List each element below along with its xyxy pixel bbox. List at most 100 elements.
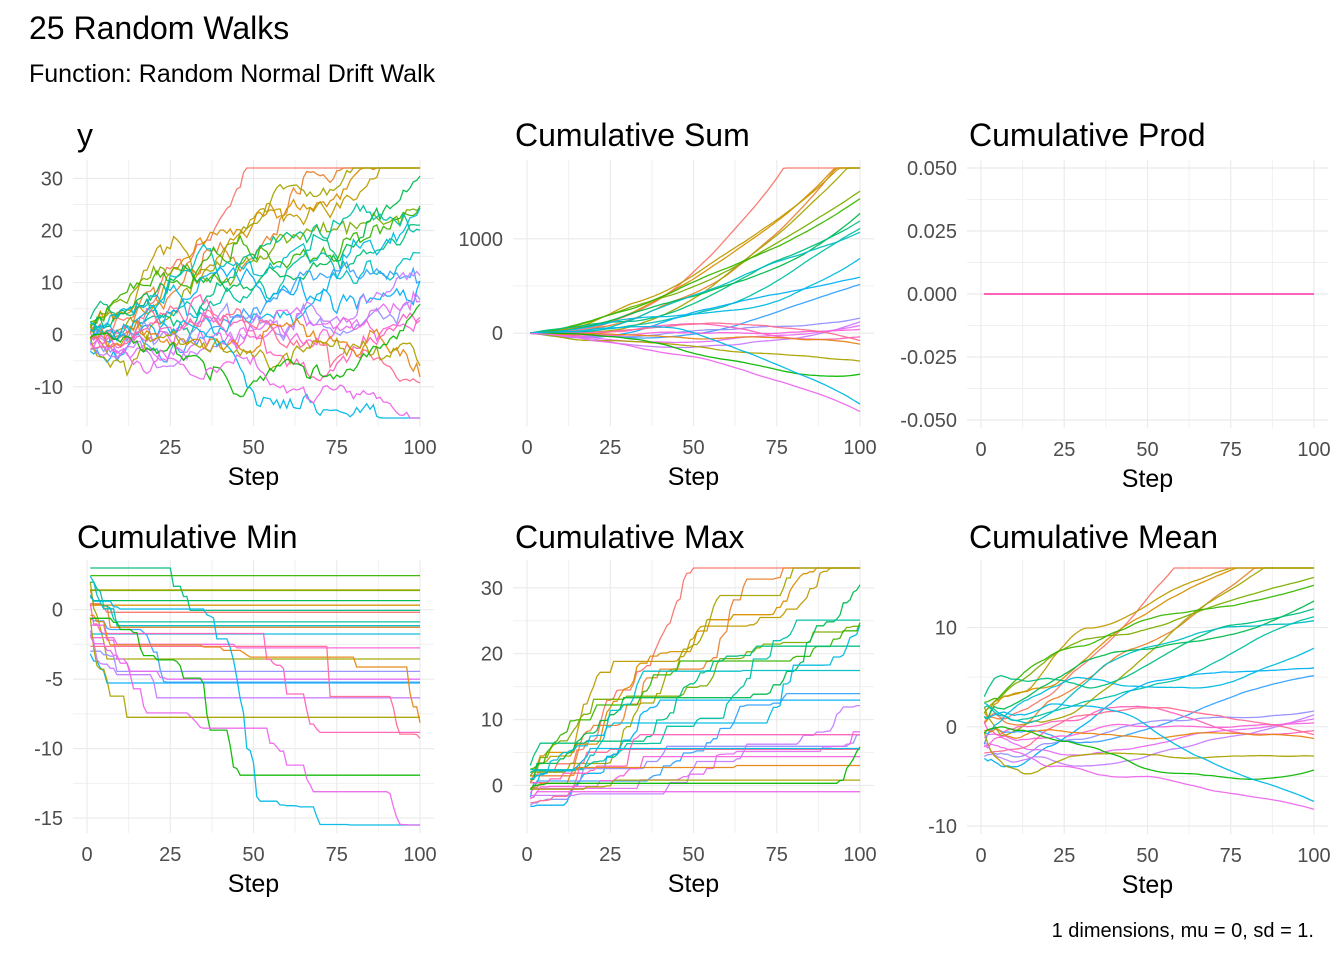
series-line-11 — [530, 231, 861, 334]
series-line-8 — [530, 213, 861, 334]
x-tick-label: 0 — [975, 439, 986, 461]
series-line-11 — [983, 620, 1315, 724]
x-tick-label: 25 — [159, 844, 181, 866]
panel-title: Cumulative Min — [77, 519, 298, 555]
series-group — [89, 167, 421, 419]
panel-title: y — [77, 117, 93, 153]
series-line-2 — [89, 589, 420, 628]
series-line-3 — [983, 567, 1314, 725]
x-tick-label: 25 — [1053, 439, 1075, 461]
series-line-25 — [983, 743, 1315, 810]
x-axis-label: Step — [668, 463, 719, 491]
series-line-1 — [90, 603, 420, 613]
x-tick-label: 75 — [1220, 845, 1242, 867]
y-tick-labels: -10 0 10 — [928, 618, 957, 838]
series-line-25 — [530, 332, 861, 413]
series-line-6 — [529, 625, 860, 777]
series-line-13 — [89, 653, 420, 684]
series-line-8 — [89, 596, 420, 602]
series-group — [983, 567, 1315, 810]
series-line-20 — [530, 748, 860, 804]
series-line-22 — [89, 617, 420, 718]
y-tick-labels: -15 -10 -5 0 — [34, 600, 63, 830]
x-tick-label: 0 — [521, 437, 532, 459]
x-tick-label: 100 — [403, 437, 436, 459]
y-tick-label: 0.025 — [907, 221, 957, 243]
x-axis-label: Step — [228, 870, 279, 898]
x-axis-label: Step — [668, 870, 719, 898]
series-line-22 — [530, 779, 860, 790]
series-line-7 — [984, 584, 1315, 704]
series-line-10 — [90, 581, 420, 623]
x-tick-label: 75 — [1220, 439, 1242, 461]
series-line-3 — [529, 567, 860, 784]
series-line-25 — [530, 791, 860, 799]
y-tick-label: 30 — [481, 578, 503, 600]
series-line-5 — [530, 567, 860, 773]
series-group — [529, 567, 861, 808]
y-tick-label: 0 — [492, 323, 503, 345]
grid-major — [73, 160, 434, 426]
grid-major — [513, 560, 874, 833]
series-line-10 — [90, 202, 421, 340]
series-line-15 — [530, 317, 861, 338]
series-line-16 — [89, 270, 421, 369]
series-line-17 — [983, 718, 1315, 756]
series-line-16 — [983, 714, 1315, 767]
series-line-7 — [530, 198, 861, 334]
panel-title: Cumulative Sum — [515, 117, 750, 153]
series-line-17 — [90, 624, 420, 680]
series-line-24 — [89, 304, 420, 419]
series-line-4 — [89, 167, 420, 328]
series-line-9 — [530, 220, 861, 334]
panel-cumulative-max: 0 25 50 75 100 0 10 20 30 Step Cumulative Max — [481, 519, 877, 898]
series-line-11 — [530, 669, 860, 771]
x-tick-label: 75 — [766, 844, 788, 866]
x-tick-labels: 0 25 50 75 100 — [975, 845, 1330, 867]
y-tick-label: 0 — [492, 775, 503, 797]
y-tick-label: -10 — [34, 377, 63, 399]
series-line-21 — [530, 764, 860, 789]
x-axis-label: Step — [228, 463, 279, 491]
x-tick-labels: 0 25 50 75 100 — [975, 439, 1330, 461]
series-line-13 — [530, 699, 860, 808]
x-tick-label: 100 — [1297, 845, 1330, 867]
series-line-19 — [983, 705, 1315, 736]
series-line-19 — [89, 293, 421, 382]
chart-subtitle: Function: Random Normal Drift Walk — [29, 60, 436, 88]
series-line-14 — [984, 675, 1315, 744]
y-tick-label: -10 — [34, 739, 63, 761]
x-tick-label: 50 — [682, 437, 704, 459]
panel-title: Cumulative Mean — [969, 519, 1218, 555]
grid-major — [513, 160, 874, 426]
panel-title: Cumulative Prod — [969, 117, 1206, 153]
series-line-5 — [983, 567, 1314, 737]
series-line-23 — [89, 303, 421, 398]
x-axis-label: Step — [1122, 871, 1173, 899]
series-line-11 — [89, 575, 420, 627]
x-tick-label: 50 — [242, 844, 264, 866]
y-tick-label: 20 — [41, 221, 63, 243]
y-tick-label: 0.000 — [907, 284, 957, 306]
x-tick-label: 0 — [81, 844, 92, 866]
series-line-24 — [983, 703, 1315, 803]
x-tick-label: 50 — [682, 844, 704, 866]
series-line-19 — [530, 734, 860, 784]
series-line-6 — [983, 576, 1315, 714]
x-tick-label: 75 — [766, 437, 788, 459]
x-tick-label: 0 — [975, 845, 986, 867]
x-axis-label: Step — [1122, 465, 1173, 493]
series-line-24 — [530, 747, 860, 780]
y-tick-labels: -10 0 10 20 30 — [34, 168, 63, 398]
series-line-9 — [89, 223, 421, 337]
y-tick-labels: -0.050 -0.025 0.000 0.025 0.050 — [900, 158, 957, 432]
y-tick-label: 1000 — [459, 229, 504, 251]
x-tick-labels: 0 25 50 75 100 — [81, 437, 436, 459]
y-tick-label: -15 — [34, 808, 63, 830]
y-tick-label: -0.050 — [900, 410, 957, 432]
x-tick-label: 75 — [326, 844, 348, 866]
x-tick-label: 25 — [599, 844, 621, 866]
series-line-9 — [90, 567, 420, 612]
y-tick-label: 0 — [52, 600, 63, 622]
